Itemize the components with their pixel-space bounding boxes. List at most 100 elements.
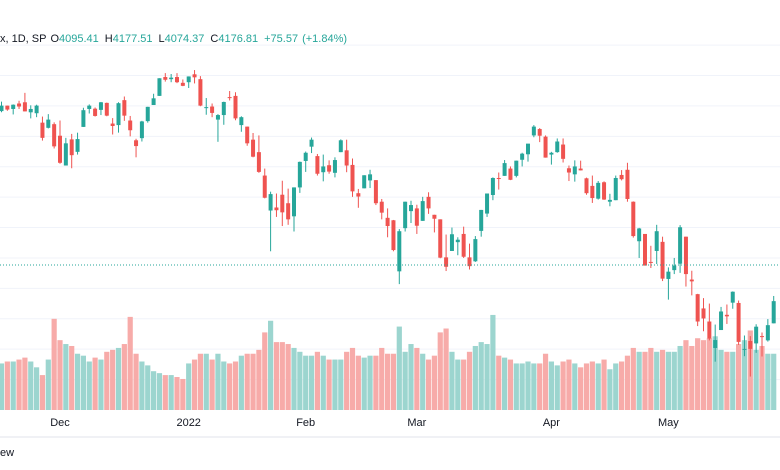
volume-bar — [461, 359, 467, 410]
volume-bar — [537, 363, 543, 410]
volume-bar — [332, 359, 338, 410]
candle-body — [52, 124, 57, 147]
close-label: C — [210, 33, 218, 45]
volume-bar — [238, 355, 244, 410]
candle-body — [683, 236, 688, 275]
volume-bar — [326, 359, 332, 410]
candle-body — [631, 201, 636, 237]
x-tick-label: Dec — [50, 417, 70, 429]
candle-body — [444, 257, 449, 267]
candle-body — [678, 227, 683, 264]
close-value: 4176.81 — [218, 33, 258, 45]
x-tick-label: Mar — [407, 417, 426, 429]
candle-body — [215, 115, 220, 120]
candle-body — [490, 177, 495, 196]
volume-bar — [197, 353, 203, 410]
volume-bar — [121, 344, 127, 410]
candle-body — [531, 126, 536, 136]
volume-bar — [139, 361, 145, 410]
candle-body — [449, 234, 454, 251]
candle-body — [566, 168, 571, 173]
volume-bar — [765, 353, 771, 410]
candle-body — [245, 126, 250, 144]
volume-bar — [496, 355, 502, 410]
volume-bar — [706, 338, 712, 410]
candle-body — [110, 123, 115, 126]
volume-bar — [601, 359, 607, 410]
candle-body — [391, 220, 396, 251]
candle-body — [461, 233, 466, 257]
candle-body — [46, 119, 51, 128]
volume-bar — [654, 351, 660, 410]
candle-body — [584, 178, 589, 194]
volume-bar — [232, 361, 239, 410]
candle-body — [163, 77, 168, 80]
volume-bar — [572, 363, 578, 410]
candle-body — [496, 177, 501, 179]
candle-body — [508, 168, 513, 180]
candle-body — [479, 209, 484, 231]
volume-bar — [80, 355, 86, 410]
candle-body — [414, 208, 419, 226]
volume-bar — [297, 351, 303, 410]
candle-body — [409, 205, 413, 212]
volume-bar — [127, 316, 133, 410]
volume-bar — [314, 351, 320, 410]
candle-body — [63, 143, 68, 166]
volume-bar — [700, 340, 707, 410]
candle-body — [607, 199, 612, 202]
candle-body — [321, 166, 326, 173]
volume-bar — [408, 344, 414, 410]
candle-body — [666, 271, 671, 279]
candle-body — [637, 228, 642, 242]
volume-bar — [566, 359, 572, 410]
volume-bar — [69, 345, 75, 410]
volume-bar — [250, 353, 256, 410]
candle-body — [22, 102, 27, 112]
candle-body — [338, 140, 343, 153]
x-tick-label: Feb — [296, 417, 315, 429]
volume-bar — [683, 340, 689, 410]
candle-body — [467, 257, 472, 267]
candle-body — [292, 187, 296, 217]
candle-body — [180, 82, 185, 86]
high-value: 4177.51 — [113, 33, 153, 45]
volume-layer — [0, 314, 777, 410]
candle-body — [262, 175, 267, 198]
candle-body — [736, 302, 741, 342]
legend-header: x, 1D, SP O4095.41 H4177.51 L4074.37 C4176.8… — [0, 33, 347, 45]
candle-body — [122, 100, 127, 116]
volume-bar — [308, 355, 315, 410]
volume-bar — [385, 353, 391, 410]
candle-body — [672, 265, 677, 271]
candle-body — [590, 185, 595, 199]
candle-body — [186, 76, 191, 83]
volume-bar — [151, 371, 157, 410]
candle-body — [87, 105, 92, 109]
candle-body — [707, 321, 712, 339]
volume-bar — [379, 347, 385, 410]
volume-bar — [759, 345, 765, 410]
candle-body — [765, 325, 770, 341]
candle-body — [473, 239, 478, 262]
candle-body — [40, 122, 45, 138]
candle-body — [327, 165, 332, 172]
volume-bar — [548, 361, 554, 410]
candle-body — [210, 106, 215, 113]
candle-body — [654, 231, 659, 251]
candle-body — [420, 201, 425, 221]
volume-bar — [45, 359, 51, 410]
volume-bar — [595, 363, 601, 410]
volume-bar — [396, 326, 402, 410]
candle-body — [719, 311, 724, 331]
volume-bar — [659, 349, 666, 410]
candle-body — [157, 78, 162, 96]
candle-body — [613, 177, 618, 201]
volume-bar — [619, 361, 625, 410]
volume-bar — [273, 342, 280, 410]
candle-body — [268, 194, 273, 211]
volume-bar — [689, 345, 695, 410]
candle-body — [368, 174, 373, 181]
volume-bar — [695, 338, 701, 410]
